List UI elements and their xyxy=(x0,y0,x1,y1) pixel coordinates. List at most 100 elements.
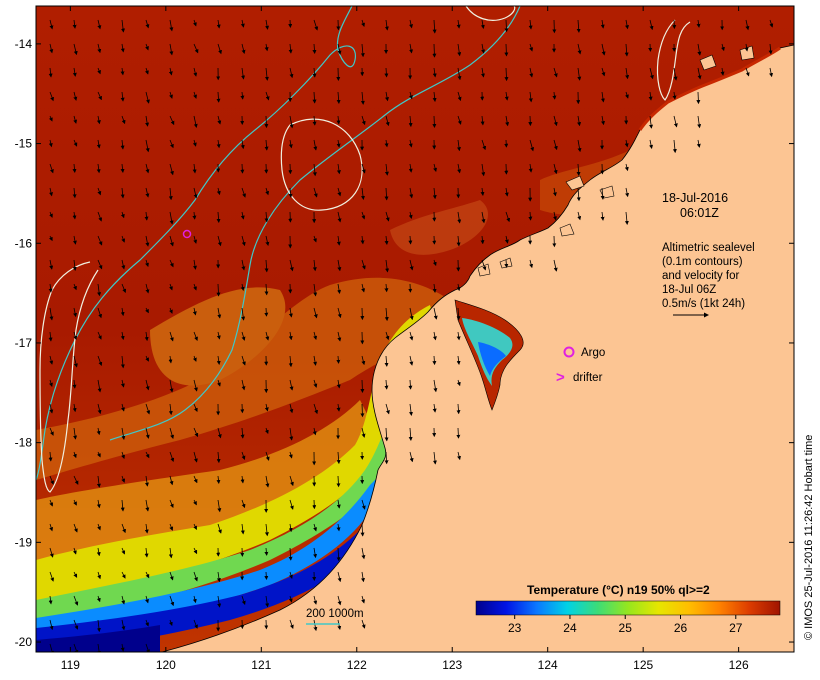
velocity-arrow xyxy=(264,283,269,296)
y-tick-label: -17 xyxy=(15,336,33,350)
velocity-arrow xyxy=(192,307,197,316)
velocity-arrow xyxy=(289,499,294,510)
velocity-arrow xyxy=(288,307,293,318)
velocity-arrow xyxy=(384,283,389,293)
velocity-arrow xyxy=(360,91,365,105)
velocity-arrow xyxy=(336,163,341,175)
velocity-arrow xyxy=(312,115,317,126)
velocity-arrow xyxy=(169,283,173,291)
velocity-arrow xyxy=(73,139,78,147)
velocity-arrow xyxy=(696,91,701,105)
velocity-arrow xyxy=(145,595,149,604)
velocity-arrow xyxy=(120,91,125,102)
velocity-arrow xyxy=(528,163,533,173)
velocity-arrow xyxy=(240,139,245,150)
velocity-arrow xyxy=(48,283,53,293)
velocity-arrow xyxy=(192,595,197,604)
velocity-arrow xyxy=(49,379,53,387)
velocity-arrow xyxy=(144,523,149,534)
velocity-arrow xyxy=(265,331,270,341)
velocity-arrow xyxy=(169,43,174,56)
velocity-arrow xyxy=(216,475,221,484)
velocity-arrow xyxy=(504,235,509,244)
velocity-arrow xyxy=(288,451,293,459)
velocity-arrow xyxy=(409,307,414,321)
velocity-arrow xyxy=(361,115,366,126)
velocity-arrow xyxy=(264,427,269,435)
velocity-arrow xyxy=(504,43,509,57)
velocity-arrow xyxy=(336,355,341,364)
legend-line-3: and velocity for xyxy=(662,270,740,282)
velocity-arrow xyxy=(529,259,534,269)
velocity-arrow xyxy=(241,355,246,366)
velocity-arrow xyxy=(337,595,342,606)
velocity-arrow xyxy=(169,115,175,126)
inlet-sound-deep xyxy=(478,342,506,376)
velocity-arrow xyxy=(361,187,365,200)
velocity-arrow xyxy=(577,67,582,81)
velocity-arrow xyxy=(193,187,198,199)
velocity-arrow xyxy=(384,355,389,367)
velocity-arrow xyxy=(264,307,269,317)
velocity-arrow xyxy=(528,91,533,103)
velocity-arrow xyxy=(288,43,293,54)
velocity-arrow xyxy=(241,259,246,271)
velocity-arrow xyxy=(97,43,102,54)
velocity-arrow xyxy=(97,451,101,458)
velocity-arrow xyxy=(337,283,342,294)
velocity-arrow xyxy=(481,211,486,224)
velocity-arrow xyxy=(649,115,654,129)
velocity-arrow xyxy=(73,91,78,101)
velocity-arrow xyxy=(217,427,222,439)
velocity-arrow xyxy=(313,235,317,243)
velocity-arrow xyxy=(96,427,101,436)
velocity-arrow xyxy=(49,547,54,558)
velocity-arrow xyxy=(289,259,294,272)
velocity-arrow xyxy=(240,211,245,220)
x-axis-longitude: 119 120 121 122 123 124 125 126 xyxy=(61,6,749,672)
velocity-arrow xyxy=(360,523,365,537)
velocity-arrow xyxy=(216,331,221,340)
velocity-arrow xyxy=(600,211,605,221)
velocity-arrow xyxy=(360,43,365,58)
y-tick-label: -18 xyxy=(15,436,33,450)
velocity-arrow xyxy=(49,115,53,122)
velocity-arrow xyxy=(144,211,149,221)
velocity-arrow xyxy=(49,211,53,218)
velocity-arrow xyxy=(361,619,366,629)
velocity-arrow xyxy=(432,259,437,267)
velocity-arrow xyxy=(313,283,318,297)
velocity-arrow xyxy=(432,91,437,102)
velocity-arrow xyxy=(193,523,197,531)
velocity-arrow xyxy=(96,619,101,633)
velocity-arrow xyxy=(265,475,270,488)
velocity-arrow xyxy=(73,115,78,124)
velocity-arrow xyxy=(193,451,198,463)
velocity-arrow xyxy=(217,379,221,387)
velocity-arrow xyxy=(193,403,198,413)
x-tick-label: 121 xyxy=(251,658,271,672)
velocity-arrow xyxy=(289,379,294,391)
argo-label: Argo xyxy=(581,347,605,359)
velocity-arrow xyxy=(96,115,101,125)
velocity-arrow xyxy=(432,451,437,465)
velocity-arrow xyxy=(169,379,174,393)
velocity-arrow xyxy=(529,67,534,78)
velocity-arrow xyxy=(193,259,197,270)
velocity-arrow xyxy=(49,187,53,197)
velocity-arrow xyxy=(145,163,150,174)
velocity-arrow xyxy=(193,475,198,484)
velocity-arrow xyxy=(217,235,222,247)
colorbar-title: Temperature (°C) n19 50% ql>=2 xyxy=(527,583,710,597)
velocity-arrow xyxy=(168,355,173,364)
velocity-arrow xyxy=(48,139,53,148)
velocity-arrow xyxy=(217,523,222,534)
velocity-arrow xyxy=(384,163,389,176)
velocity-arrow xyxy=(456,307,461,321)
velocity-arrow xyxy=(169,91,173,99)
velocity-arrow xyxy=(48,331,53,342)
velocity-arrow xyxy=(288,139,293,149)
velocity-arrow xyxy=(72,235,77,245)
velocity-arrow xyxy=(576,19,581,33)
velocity-arrow xyxy=(745,19,750,31)
